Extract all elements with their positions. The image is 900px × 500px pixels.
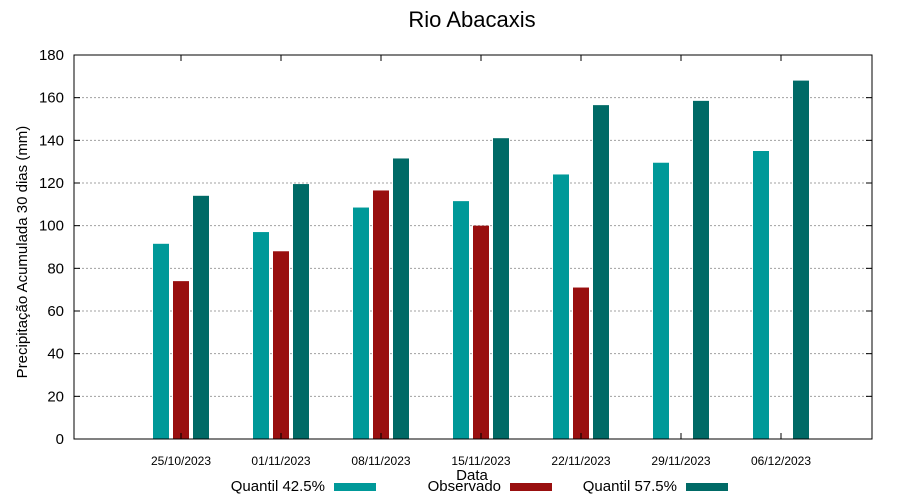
- bar-quantil-57-5--0: [193, 195, 209, 439]
- x-tick-label: 15/11/2023: [451, 454, 510, 468]
- bar-quantil-57-5--1: [293, 184, 309, 439]
- bar-observado-4: [573, 287, 589, 439]
- bar-quantil-57-5--3: [493, 138, 509, 439]
- legend-swatch: [334, 483, 376, 491]
- legend-label: Quantil 57.5%: [583, 478, 677, 495]
- bar-observado-3: [473, 225, 489, 439]
- x-tick-label: 22/11/2023: [551, 454, 610, 468]
- y-tick-label: 40: [47, 346, 64, 363]
- y-tick-label: 20: [47, 388, 64, 405]
- y-tick-label: 160: [39, 90, 64, 107]
- bar-quantil-42-5--2: [353, 207, 369, 439]
- y-tick-label: 80: [47, 260, 64, 277]
- bar-quantil-42-5--0: [153, 243, 169, 439]
- x-tick-label: 01/11/2023: [251, 454, 310, 468]
- y-tick-label: 140: [39, 132, 64, 149]
- bar-quantil-42-5--5: [653, 162, 669, 439]
- bar-quantil-57-5--5: [693, 100, 709, 439]
- y-tick-label: 100: [39, 218, 64, 235]
- bar-quantil-57-5--2: [393, 158, 409, 439]
- bar-observado-1: [273, 251, 289, 439]
- x-axis-label: Data: [456, 467, 488, 484]
- y-tick-label: 180: [39, 47, 64, 64]
- y-tick-label: 60: [47, 303, 64, 320]
- x-tick-label: 08/11/2023: [351, 454, 410, 468]
- legend-swatch: [686, 483, 728, 491]
- bar-quantil-42-5--4: [553, 174, 569, 439]
- legend-swatch: [510, 483, 552, 491]
- bar-quantil-57-5--6: [793, 80, 809, 439]
- bars-layer: [153, 80, 809, 439]
- bar-observado-0: [173, 281, 189, 439]
- bar-quantil-42-5--6: [753, 151, 769, 439]
- legend: Quantil 42.5% Observado Quantil 57.5%: [231, 478, 728, 495]
- y-tick-label: 120: [39, 175, 64, 192]
- y-tick-label: 0: [56, 431, 64, 448]
- x-tick-label: 29/11/2023: [651, 454, 710, 468]
- bar-quantil-57-5--4: [593, 105, 609, 439]
- y-axis-ticks: 0 20 40 60 80 100 120 140 160 180: [39, 47, 872, 448]
- legend-label: Quantil 42.5%: [231, 478, 325, 495]
- x-tick-label: 25/10/2023: [151, 454, 211, 468]
- bar-observado-2: [373, 190, 389, 439]
- bar-quantil-42-5--1: [253, 232, 269, 439]
- x-axis-ticks: 25/10/2023 01/11/2023 08/11/2023 15/11/2023…: [151, 55, 811, 468]
- bar-quantil-42-5--3: [453, 201, 469, 439]
- chart-title: Rio Abacaxis: [408, 7, 535, 32]
- legend-label: Observado: [428, 478, 501, 495]
- y-axis-label: Precipitação Acumulada 30 dias (mm): [14, 126, 31, 379]
- plot-frame: [73, 54, 873, 440]
- x-tick-label: 06/12/2023: [751, 454, 811, 468]
